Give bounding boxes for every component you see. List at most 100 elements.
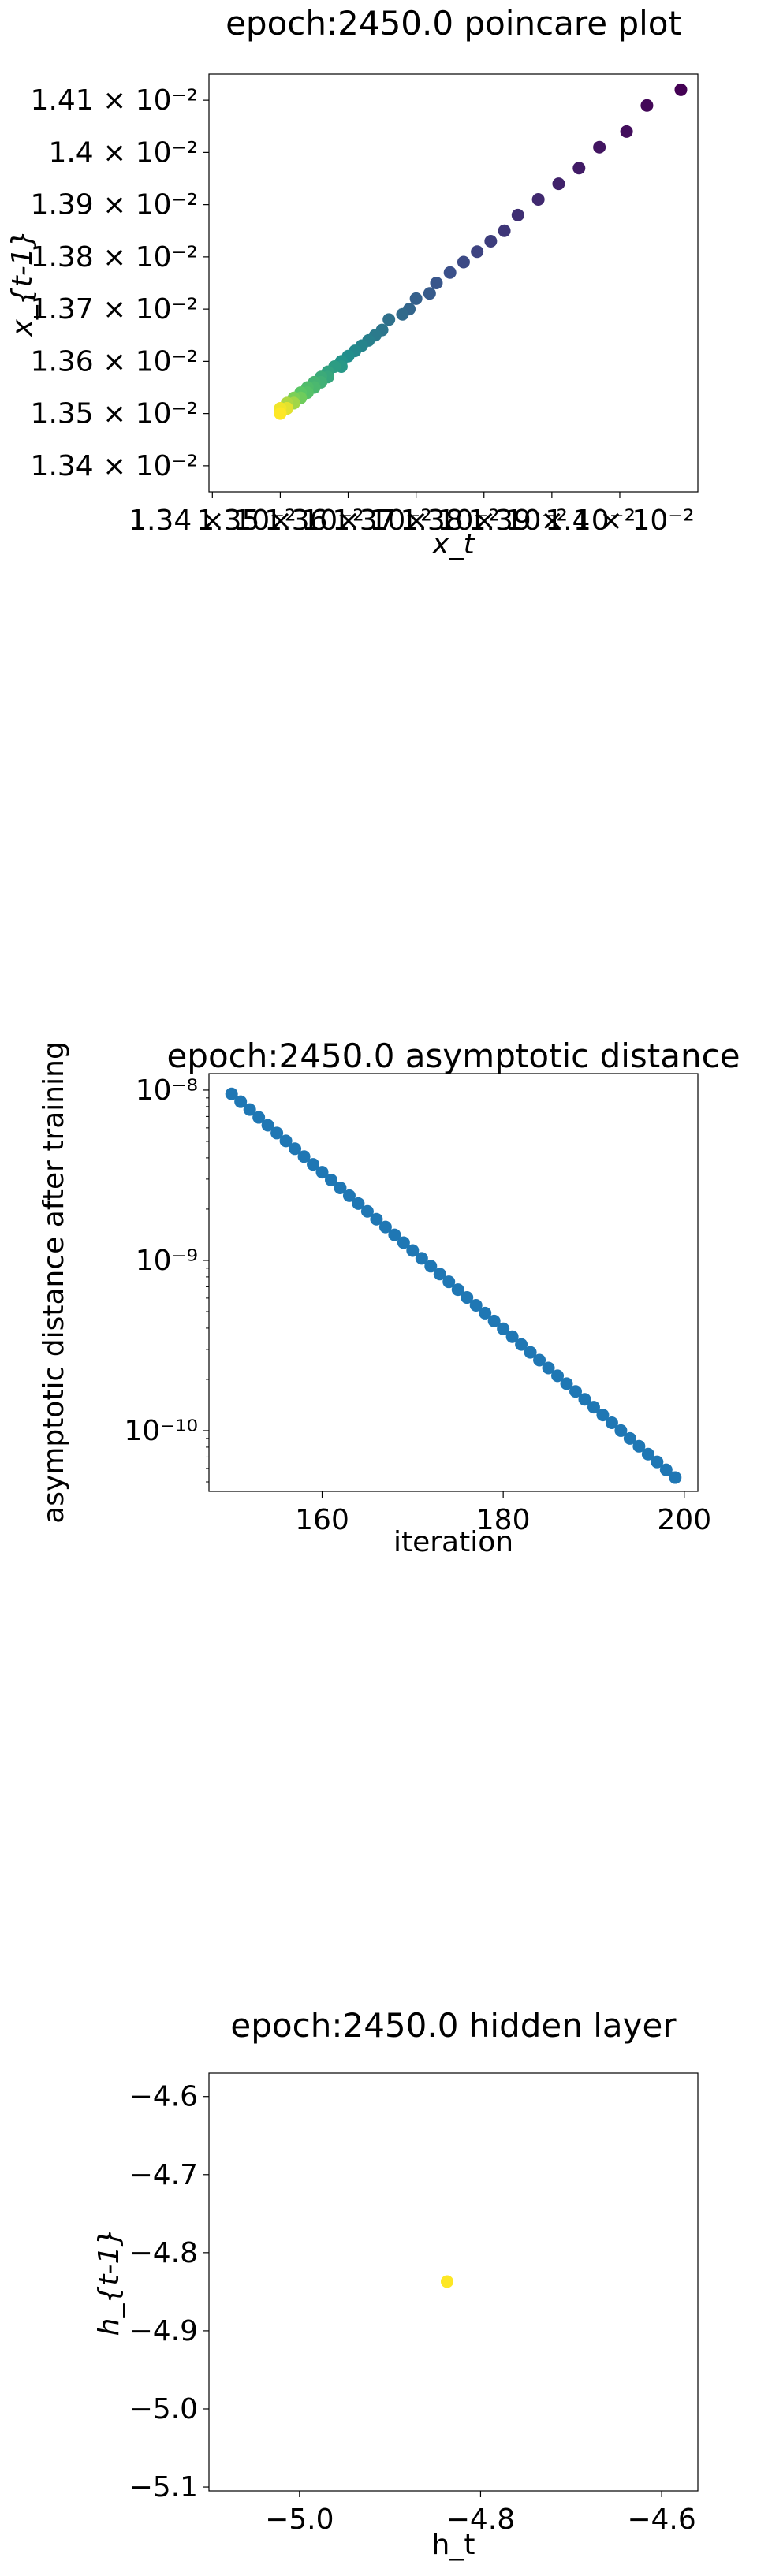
asymptotic-point xyxy=(614,1424,628,1437)
asymptotic-point xyxy=(587,1401,600,1414)
asymptotic-point xyxy=(596,1409,610,1422)
asymptotic-point xyxy=(651,1455,664,1469)
hidden-layer-chart: epoch:2450.0 hidden layer −5.0 −4.8 −4.6 −4… xyxy=(93,2006,699,2561)
hidden-layer-y-tick-label: −4.8 xyxy=(129,2237,198,2269)
asymptotic-point xyxy=(442,1275,456,1289)
asymptotic-point xyxy=(505,1330,519,1343)
poincare-y-tick-label: 1.35 × 10⁻² xyxy=(31,398,198,430)
asymptotic-point xyxy=(623,1431,636,1445)
asymptotic-point xyxy=(632,1439,646,1453)
hidden-layer-x-tick-label: −5.0 xyxy=(265,2503,334,2536)
poincare-point xyxy=(498,224,511,237)
asymptotic-point xyxy=(551,1369,565,1383)
asymptotic-point xyxy=(451,1283,464,1297)
asymptotic-point xyxy=(542,1361,555,1375)
poincare-point xyxy=(409,292,423,305)
asymptotic-point xyxy=(261,1119,274,1132)
hidden-layer-plot-frame xyxy=(208,2072,699,2492)
poincare-y-tick-label: 1.34 × 10⁻² xyxy=(31,450,198,482)
asymptotic-point xyxy=(360,1204,374,1218)
asymptotic-point xyxy=(415,1252,428,1265)
asymptotic-title: epoch:2450.0 asymptotic distance xyxy=(166,1037,740,1075)
asymptotic-point xyxy=(279,1134,293,1148)
asymptotic-point xyxy=(315,1166,329,1179)
poincare-point xyxy=(511,208,524,221)
hidden-layer-y-tick-label: −4.6 xyxy=(129,2081,198,2113)
poincare-point xyxy=(443,266,457,279)
poincare-point xyxy=(484,235,498,248)
poincare-x-tick-label: 1.34 × 10⁻² xyxy=(129,504,296,537)
poincare-point xyxy=(471,245,484,259)
poincare-y-tick-label: 1.37 × 10⁻² xyxy=(31,293,198,326)
poincare-point xyxy=(572,162,586,175)
hidden-layer-point xyxy=(440,2275,453,2288)
poincare-x-tick-label: 1.36 × 10⁻² xyxy=(264,504,431,537)
poincare-x-tick-label: 1.4 × 10⁻² xyxy=(545,504,695,537)
hidden-layer-y-tick-label: −5.1 xyxy=(129,2471,198,2503)
asymptotic-point xyxy=(487,1314,501,1327)
asymptotic-y-tick-label: 10⁻¹⁰ xyxy=(124,1415,198,1447)
asymptotic-y-label: asymptotic distance after training xyxy=(38,1041,70,1524)
poincare-x-label: x_t xyxy=(431,528,475,560)
asymptotic-point xyxy=(325,1174,337,1187)
asymptotic-x-tick-label: 180 xyxy=(476,1504,531,1536)
poincare-chart: epoch:2450.0 poincare plot 1.34 × 10⁻²1.… xyxy=(6,4,699,560)
asymptotic-point xyxy=(560,1377,573,1390)
poincare-y-label: x_{t-1} xyxy=(6,229,39,337)
asymptotic-y-tick-label: 10⁻⁹ xyxy=(136,1245,198,1277)
asymptotic-point xyxy=(669,1471,682,1484)
asymptotic-point xyxy=(307,1158,320,1171)
asymptotic-point xyxy=(533,1353,546,1367)
asymptotic-point xyxy=(297,1150,311,1163)
poincare-y-tick-label: 1.4 × 10⁻² xyxy=(48,136,198,169)
asymptotic-x-tick-label: 160 xyxy=(295,1504,349,1536)
poincare-point xyxy=(640,99,654,112)
hidden-layer-y-label: h_{t-1} xyxy=(93,2228,125,2336)
poincare-point xyxy=(593,140,606,154)
poincare-point xyxy=(674,83,688,96)
asymptotic-point xyxy=(342,1189,356,1202)
poincare-x-tick-label: 1.37 × 10⁻² xyxy=(332,504,499,537)
poincare-point xyxy=(457,255,470,269)
asymptotic-point xyxy=(479,1306,492,1320)
poincare-x-tick-label: 1.39 × 10⁻² xyxy=(468,504,636,537)
asymptotic-point xyxy=(641,1447,654,1461)
poincare-point xyxy=(552,177,565,191)
asymptotic-point xyxy=(461,1291,474,1305)
asymptotic-point xyxy=(569,1385,582,1398)
asymptotic-point xyxy=(270,1126,284,1140)
asymptotic-point xyxy=(578,1393,591,1406)
poincare-point xyxy=(382,313,396,326)
poincare-plot-frame xyxy=(208,73,699,493)
poincare-point xyxy=(620,125,633,138)
poincare-x-label-text: x_t xyxy=(431,528,475,560)
poincare-point xyxy=(531,193,545,206)
asymptotic-point xyxy=(225,1087,238,1100)
asymptotic-point xyxy=(524,1346,537,1359)
asymptotic-point xyxy=(388,1228,401,1241)
poincare-y-tick-label: 1.38 × 10⁻² xyxy=(31,241,198,274)
asymptotic-point xyxy=(378,1220,392,1234)
poincare-y-tick-label: 1.41 × 10⁻² xyxy=(31,84,198,117)
poincare-y-tick-label: 1.39 × 10⁻² xyxy=(31,189,198,221)
hidden-layer-y-label-text: h_{t-1} xyxy=(93,2228,125,2336)
asymptotic-plot-frame xyxy=(208,1073,699,1492)
hidden-layer-x-label: h_t xyxy=(432,2529,475,2561)
hidden-layer-title: epoch:2450.0 hidden layer xyxy=(230,2006,677,2045)
poincare-point xyxy=(274,407,287,420)
asymptotic-point xyxy=(352,1197,365,1210)
asymptotic-y-tick-label: 10⁻⁸ xyxy=(136,1074,198,1107)
asymptotic-point xyxy=(252,1111,266,1124)
asymptotic-point xyxy=(234,1095,248,1108)
hidden-layer-y-tick-label: −4.9 xyxy=(129,2315,198,2347)
asymptotic-point xyxy=(243,1103,256,1116)
poincare-title: epoch:2450.0 poincare plot xyxy=(226,4,681,43)
poincare-y-label-text: x_{t-1} xyxy=(6,229,39,337)
asymptotic-point xyxy=(424,1260,438,1273)
poincare-y-tick-label: 1.36 × 10⁻² xyxy=(31,345,198,378)
poincare-point xyxy=(396,307,409,321)
asymptotic-point xyxy=(605,1416,618,1429)
hidden-layer-y-tick-label: −5.0 xyxy=(129,2393,198,2425)
asymptotic-x-label: iteration xyxy=(393,1526,513,1558)
hidden-layer-x-tick-label: −4.6 xyxy=(627,2503,695,2536)
